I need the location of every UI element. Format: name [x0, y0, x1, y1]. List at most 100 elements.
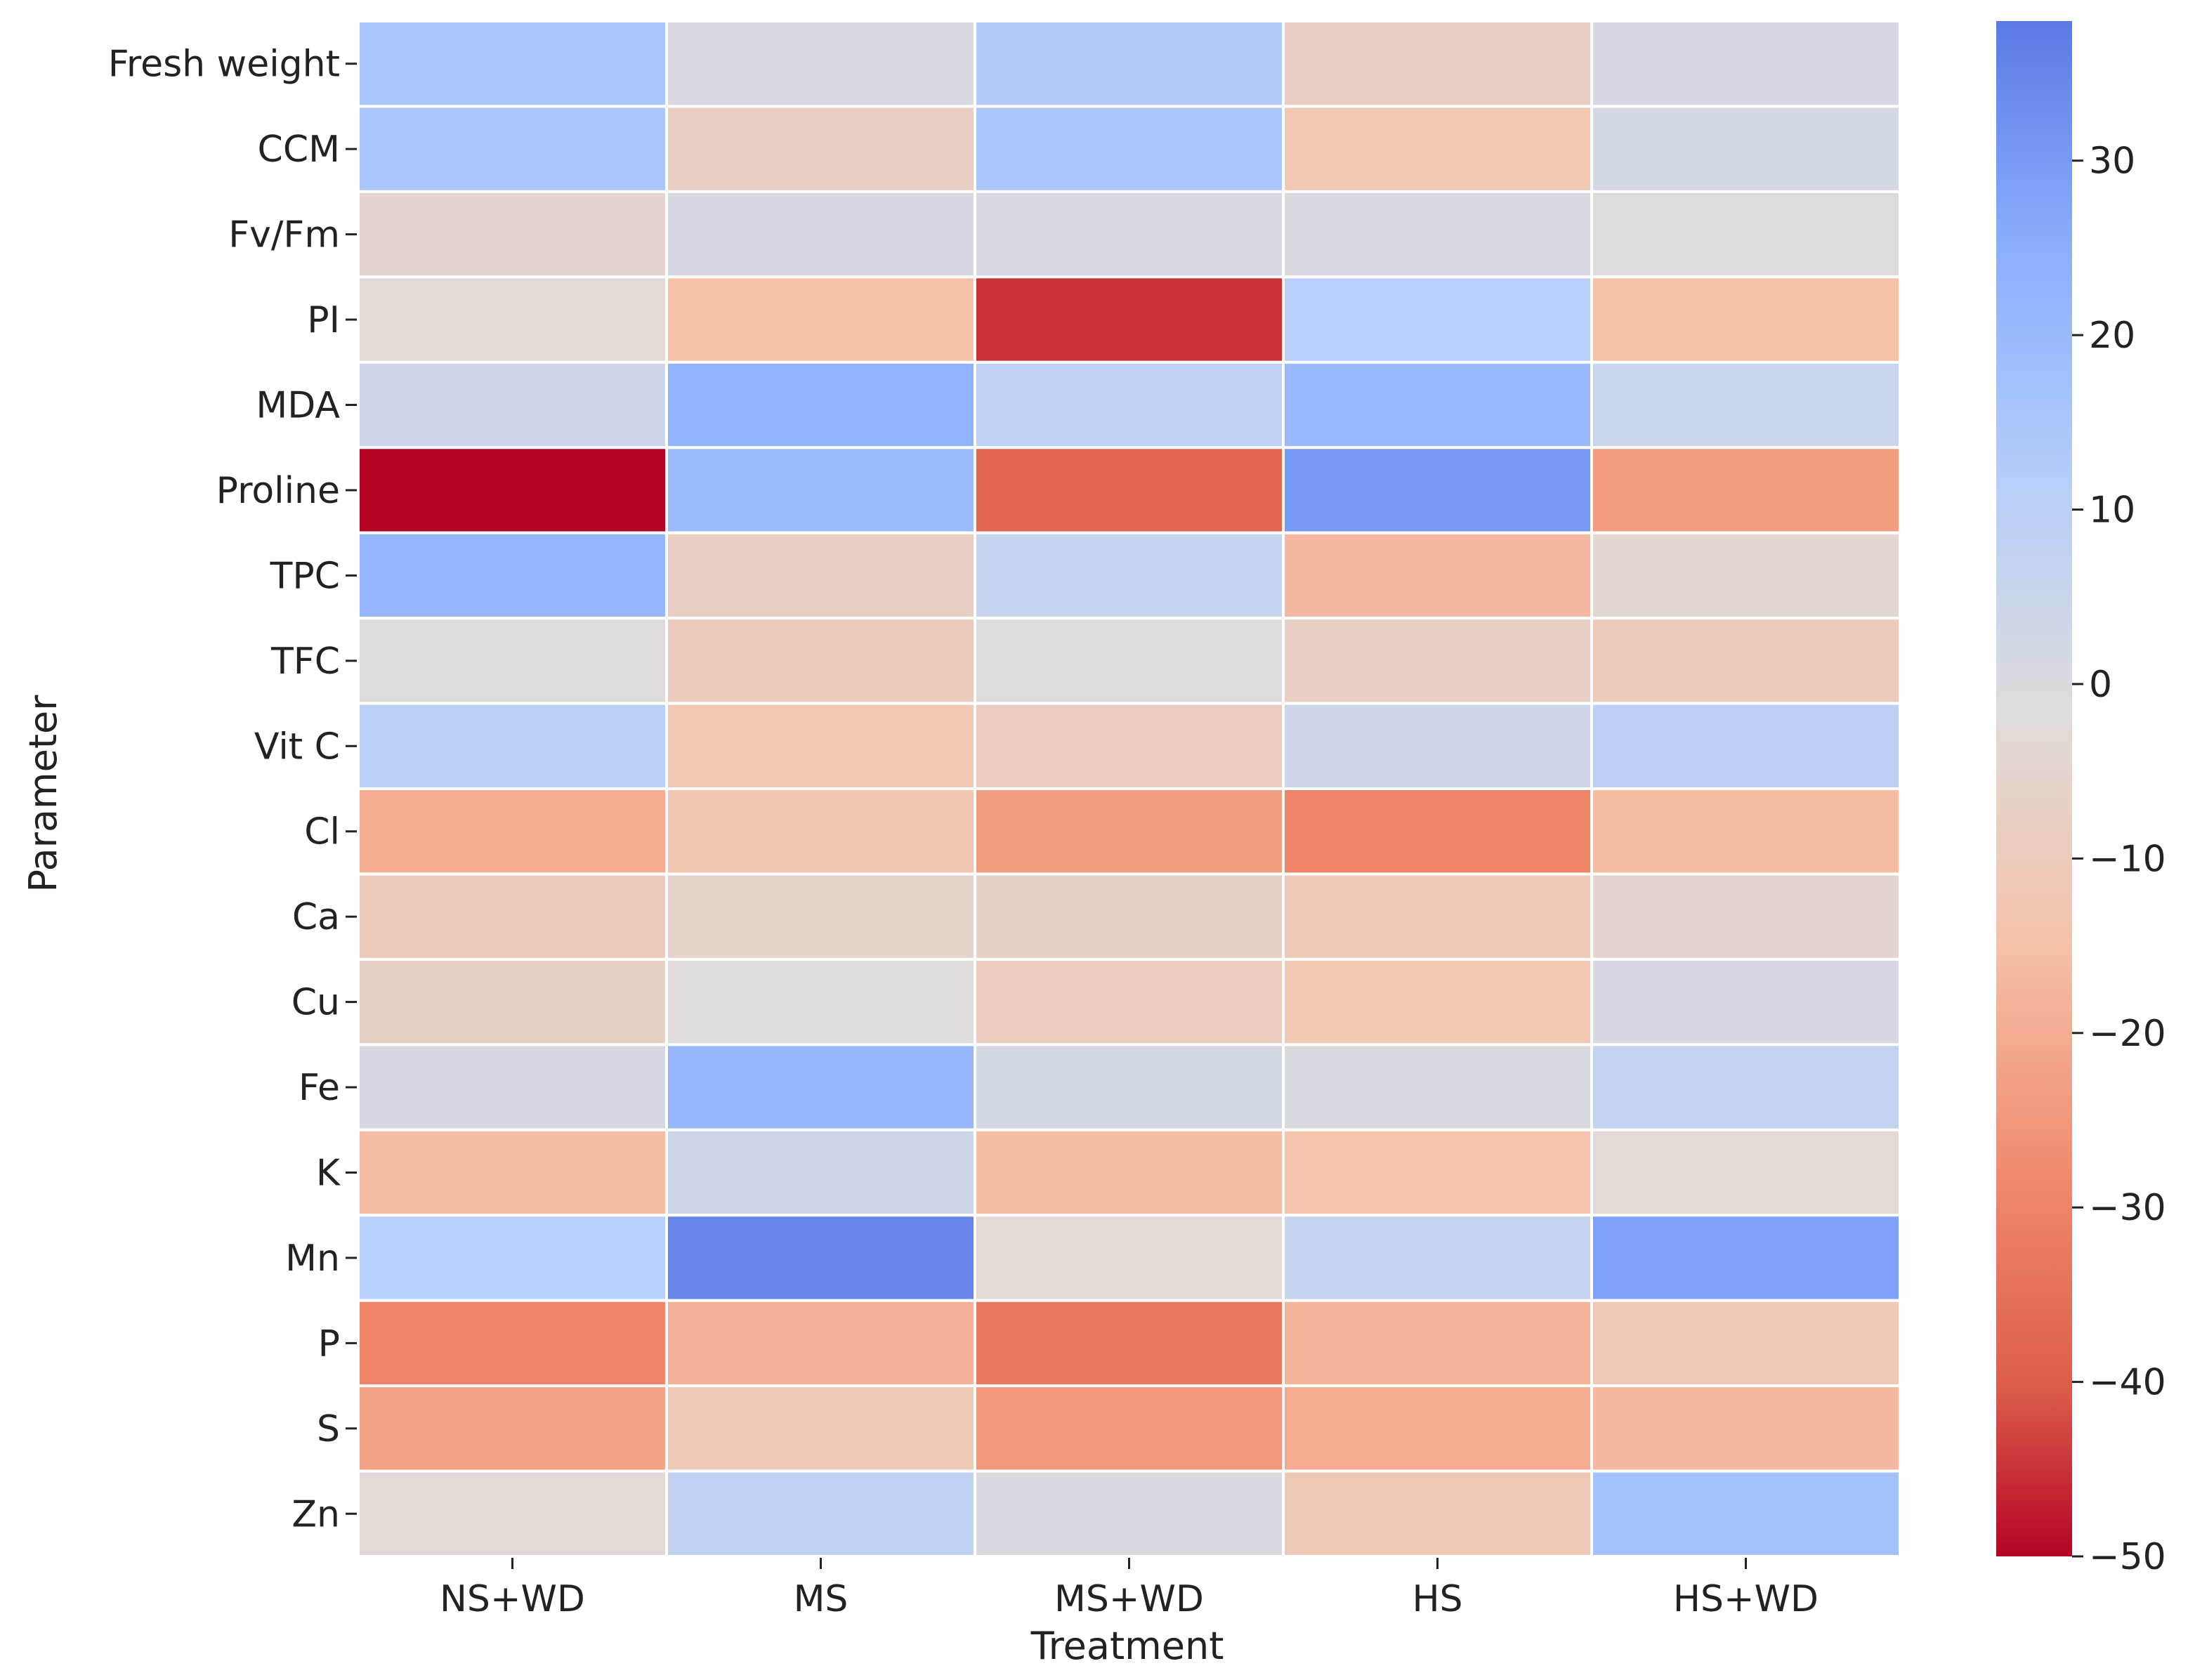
x-axis-ticks: NS+WD MS MS+WD HS HS+WD: [440, 1558, 1819, 1620]
heatmap-cell: [1282, 957, 1593, 1046]
heatmap-cell: [1282, 1043, 1593, 1131]
heatmap-cell: [974, 1043, 1285, 1131]
heatmap-cell: [1590, 1128, 1901, 1217]
heatmap-cell: [357, 275, 668, 364]
heatmap-cell: [1282, 1214, 1593, 1302]
heatmap-cell: [665, 957, 976, 1046]
y-tick-label: P: [318, 1323, 340, 1365]
heatmap-cell: [665, 531, 976, 620]
heatmap-cell: [357, 20, 668, 108]
heatmap-cell: [974, 1128, 1285, 1217]
heatmap-cell: [974, 275, 1285, 364]
x-tick-label: MS+WD: [1054, 1578, 1204, 1620]
colorbar-tick-label: 10: [2089, 490, 2135, 532]
colorbar-tick-label: −10: [2089, 838, 2166, 880]
heatmap-cell: [974, 702, 1285, 790]
heatmap-cell: [665, 872, 976, 961]
heatmap-cell: [357, 1214, 668, 1302]
colorbar-tick-label: −30: [2089, 1187, 2166, 1229]
x-axis-title: Treatment: [1030, 1624, 1224, 1668]
heatmap-cell: [1282, 360, 1593, 449]
heatmap-cell: [1590, 20, 1901, 108]
heatmap-cell: [1590, 1469, 1901, 1558]
heatmap-cell: [665, 702, 976, 790]
heatmap-cell: [1590, 872, 1901, 961]
heatmap-cell: [1590, 617, 1901, 705]
heatmap-cell: [357, 787, 668, 876]
y-tick-label: CCM: [258, 129, 340, 171]
y-tick-label: TFC: [270, 641, 340, 683]
heatmap-cell: [974, 1299, 1285, 1388]
heatmap-cell: [1282, 1469, 1593, 1558]
heatmap-cell: [1590, 1043, 1901, 1131]
heatmap-cell: [974, 360, 1285, 449]
heatmap-cell: [974, 20, 1285, 108]
heatmap-cell: [1282, 1128, 1593, 1217]
heatmap-cell: [665, 446, 976, 534]
y-tick-label: Fresh weight: [108, 44, 340, 86]
colorbar-tick-label: 20: [2089, 315, 2135, 357]
x-tick-label: NS+WD: [440, 1578, 585, 1620]
y-tick-label: Mn: [285, 1238, 340, 1280]
heatmap-cell: [665, 105, 976, 193]
y-tick-label: Vit C: [254, 726, 340, 768]
heatmap-cell: [1282, 531, 1593, 620]
heatmap-cell: [1590, 957, 1901, 1046]
heatmap-cell: [357, 360, 668, 449]
y-tick-label: MDA: [256, 385, 340, 427]
heatmap-cell: [974, 105, 1285, 193]
colorbar-ticks: 30 20 10 0 −10 −20 −30 −40 −50: [2072, 140, 2166, 1578]
heatmap-cell: [1590, 105, 1901, 193]
y-axis-ticks: Fresh weight CCM Fv/Fm PI MDA Proline TPC TFC Vi…: [108, 44, 357, 1535]
heatmap-cell: [357, 1384, 668, 1473]
heatmap-cell: [974, 787, 1285, 876]
heatmap-cell: [1590, 787, 1901, 876]
heatmap-cell: [357, 702, 668, 790]
heatmap-cell: [1282, 1384, 1593, 1473]
heatmap-cell: [357, 105, 668, 193]
heatmap-cell: [1282, 872, 1593, 961]
heatmap-cell: [357, 531, 668, 620]
x-tick-label: HS: [1412, 1578, 1462, 1620]
heatmap-cell: [1282, 105, 1593, 193]
y-tick-label: Cl: [304, 811, 340, 853]
heatmap-cell: [665, 360, 976, 449]
heatmap-cell: [1590, 1299, 1901, 1388]
heatmap-cell: [1282, 275, 1593, 364]
heatmap-cell: [974, 617, 1285, 705]
y-tick-label: Proline: [216, 470, 340, 512]
heatmap-cell: [357, 1469, 668, 1558]
heatmap-cell: [974, 446, 1285, 534]
heatmap-cell: [665, 787, 976, 876]
heatmap-cell: [974, 1214, 1285, 1302]
heatmap-cell: [1282, 1299, 1593, 1388]
heatmap-cell: [357, 872, 668, 961]
heatmap-cell: [665, 190, 976, 279]
colorbar-tick-label: −40: [2089, 1362, 2166, 1404]
heatmap-cell: [357, 1128, 668, 1217]
heatmap-cell: [1282, 20, 1593, 108]
y-tick-label: Fe: [299, 1067, 340, 1109]
colorbar: [1996, 21, 2072, 1556]
heatmap-cell: [357, 617, 668, 705]
heatmap-cell: [1590, 275, 1901, 364]
heatmap-cell: [974, 531, 1285, 620]
heatmap-cell: [665, 1214, 976, 1302]
heatmap-cells: [357, 20, 1901, 1558]
y-tick-label: S: [317, 1408, 340, 1450]
heatmap-cell: [357, 1299, 668, 1388]
heatmap-cell: [1590, 360, 1901, 449]
heatmap-cell: [665, 617, 976, 705]
heatmap-cell: [1282, 190, 1593, 279]
colorbar-tick-label: 30: [2089, 140, 2135, 183]
heatmap-cell: [665, 1043, 976, 1131]
x-tick-label: MS: [794, 1578, 848, 1620]
heatmap-cell: [1590, 446, 1901, 534]
heatmap-cell: [1590, 1214, 1901, 1302]
heatmap-cell: [665, 1384, 976, 1473]
heatmap-cell: [974, 1469, 1285, 1558]
colorbar-tick-label: −20: [2089, 1013, 2166, 1055]
heatmap-cell: [665, 20, 976, 108]
heatmap-cell: [1590, 702, 1901, 790]
